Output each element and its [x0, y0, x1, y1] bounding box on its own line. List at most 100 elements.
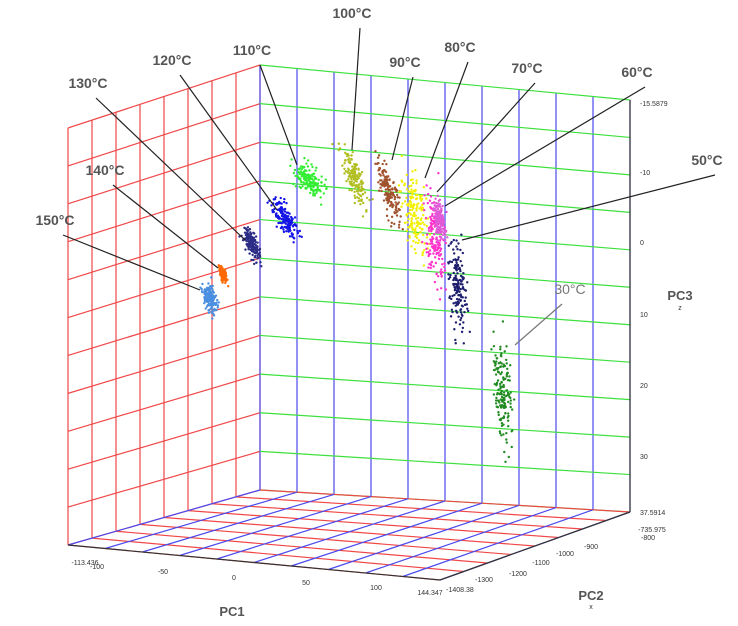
point — [448, 260, 452, 263]
point — [393, 222, 396, 226]
point — [377, 154, 381, 157]
point — [283, 210, 287, 213]
point — [438, 243, 442, 247]
point — [276, 201, 279, 205]
point — [204, 296, 208, 299]
y-tick-label: -1100 — [532, 560, 549, 567]
point — [428, 249, 432, 252]
point — [439, 270, 442, 273]
point — [292, 171, 296, 175]
point — [510, 445, 513, 449]
point — [208, 308, 211, 312]
point — [506, 419, 510, 422]
point — [456, 248, 459, 251]
point — [430, 230, 433, 233]
point — [298, 229, 302, 233]
point — [218, 264, 221, 268]
point — [452, 238, 455, 242]
point — [224, 278, 227, 281]
point — [421, 221, 425, 224]
point — [441, 214, 444, 217]
point — [496, 391, 499, 395]
point — [258, 247, 262, 251]
z-tick-label: -10 — [640, 170, 650, 177]
point — [207, 292, 210, 295]
point — [325, 186, 328, 190]
point — [337, 142, 341, 145]
point — [458, 290, 461, 293]
point — [440, 237, 443, 240]
point — [410, 188, 413, 191]
point — [408, 185, 411, 188]
point — [429, 187, 432, 190]
point — [377, 189, 381, 192]
point — [506, 391, 510, 395]
point — [497, 388, 500, 391]
point — [357, 167, 360, 170]
point-cluster — [447, 233, 471, 345]
point — [388, 178, 391, 181]
point — [252, 258, 255, 262]
point — [459, 293, 462, 296]
point — [311, 173, 314, 176]
point — [437, 172, 440, 175]
cluster-label: 70°C — [511, 60, 542, 76]
point — [412, 206, 415, 210]
point — [438, 241, 441, 245]
point — [443, 262, 446, 265]
point — [506, 393, 509, 397]
point — [360, 170, 364, 174]
point — [432, 215, 435, 218]
point — [227, 285, 230, 288]
point — [436, 239, 440, 242]
point — [418, 194, 422, 197]
point — [464, 296, 467, 299]
point — [447, 262, 450, 265]
point — [430, 226, 433, 229]
point — [450, 297, 453, 301]
point — [259, 260, 262, 264]
point — [288, 212, 291, 215]
point — [418, 226, 422, 229]
point — [343, 172, 346, 175]
point — [382, 174, 385, 177]
point — [419, 206, 423, 209]
point — [252, 250, 256, 253]
point — [421, 203, 424, 207]
point — [284, 222, 288, 225]
point-cluster — [199, 276, 220, 320]
point-cluster — [374, 150, 404, 231]
point — [439, 253, 443, 256]
floor-grid-line — [179, 496, 372, 557]
point — [430, 261, 433, 264]
point — [459, 282, 462, 286]
point — [421, 240, 424, 244]
point — [403, 200, 407, 203]
point — [503, 450, 506, 454]
point — [410, 184, 413, 188]
point — [496, 405, 500, 409]
point — [383, 175, 387, 179]
point — [308, 169, 311, 172]
point — [504, 358, 508, 362]
point — [293, 223, 297, 226]
point — [449, 273, 452, 277]
point — [459, 299, 462, 303]
point — [203, 295, 206, 299]
point — [456, 263, 460, 267]
point — [500, 352, 503, 355]
point — [254, 251, 257, 255]
wall-grid-line — [67, 141, 261, 205]
point — [454, 268, 458, 271]
z-tick-label: 10 — [640, 312, 648, 319]
point — [509, 364, 512, 367]
x-tick-label: -100 — [90, 564, 104, 571]
point — [251, 253, 254, 257]
point — [420, 208, 423, 211]
point — [352, 170, 356, 173]
point — [374, 150, 377, 153]
point — [306, 173, 309, 177]
point — [357, 189, 360, 192]
point — [299, 170, 302, 173]
point — [360, 199, 363, 203]
